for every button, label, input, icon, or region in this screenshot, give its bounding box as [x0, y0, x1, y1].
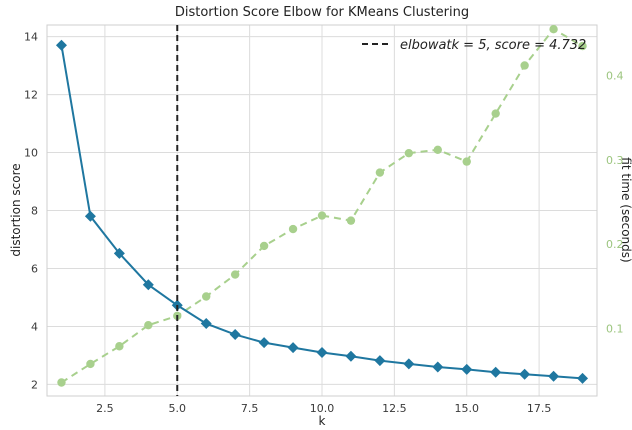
distortion-point — [229, 329, 241, 341]
tick-labels: 2.5 5.0 7.5 10.0 12.5 15.0 17.5 2 4 6 8 10 12 14 0.1 0.… — [24, 31, 624, 415]
fit-time-point — [230, 270, 240, 279]
plot-frame — [46, 24, 598, 397]
legend-elbow-label: elbowatk = 5, score = 4.732 — [400, 38, 586, 53]
distortion-point — [200, 318, 212, 330]
fit-time-point — [462, 157, 471, 166]
distortion-point — [84, 210, 96, 222]
distortion-point — [461, 363, 473, 375]
series-layer — [55, 25, 589, 396]
fit-time-point — [259, 241, 269, 251]
fit-time-point — [202, 292, 211, 301]
distortion-point — [142, 279, 154, 291]
fit-time-point — [317, 211, 327, 220]
y2-tick-label: 0.4 — [606, 70, 624, 83]
y-tick-label: 2 — [31, 378, 38, 391]
fit-time-point — [404, 148, 414, 158]
x-axis-label: k — [319, 414, 326, 428]
y-axis-label: distortion score — [9, 163, 23, 256]
fit-time-point — [144, 320, 153, 330]
distortion-point — [258, 337, 270, 349]
fit-time-point — [549, 25, 558, 34]
x-tick-label: 17.5 — [527, 402, 552, 415]
y-tick-label: 8 — [31, 205, 38, 218]
y2-tick-label: 0.1 — [606, 323, 624, 336]
fit-time-point — [288, 224, 298, 234]
distortion-point — [577, 372, 589, 384]
distortion-point — [287, 342, 299, 354]
y-tick-label: 14 — [24, 31, 38, 44]
distortion-point — [374, 355, 386, 367]
distortion-point — [490, 366, 502, 378]
y2-axis-label: fit time (seconds) — [619, 157, 632, 262]
y2-tick-label: 0.2 — [606, 238, 624, 251]
distortion-point — [548, 370, 560, 382]
distortion-point — [519, 368, 531, 380]
fit-time-point — [520, 61, 529, 70]
x-tick-label: 12.5 — [382, 402, 407, 415]
distortion-point — [432, 361, 444, 373]
chart-title: Distortion Score Elbow for KMeans Cluste… — [175, 5, 469, 20]
distortion-point — [113, 247, 125, 259]
x-tick-label: 15.0 — [454, 402, 479, 415]
distortion-point — [316, 347, 328, 359]
distortion-point — [55, 39, 67, 51]
y-tick-label: 10 — [24, 147, 38, 160]
fit-time-point — [86, 359, 95, 369]
legend: elbowatk = 5, score = 4.732 — [362, 38, 586, 53]
x-tick-label: 2.5 — [96, 402, 114, 415]
fit-time-point — [491, 109, 500, 118]
x-tick-label: 10.0 — [310, 402, 335, 415]
y2-tick-label: 0.3 — [606, 154, 624, 167]
y-tick-label: 12 — [24, 89, 38, 102]
y-tick-label: 4 — [31, 320, 38, 333]
y-tick-label: 6 — [31, 262, 38, 275]
grid-lines — [47, 25, 597, 396]
distortion-point — [345, 350, 357, 362]
fit-time-point — [578, 41, 587, 51]
fit-time-point — [115, 342, 124, 351]
fit-time-point — [57, 378, 66, 387]
x-tick-label: 7.5 — [241, 402, 259, 415]
fit-time-point — [375, 168, 385, 177]
fit-time-point — [433, 145, 442, 154]
distortion-point — [403, 358, 415, 370]
fit-time-point — [346, 216, 356, 225]
x-tick-label: 5.0 — [169, 402, 187, 415]
